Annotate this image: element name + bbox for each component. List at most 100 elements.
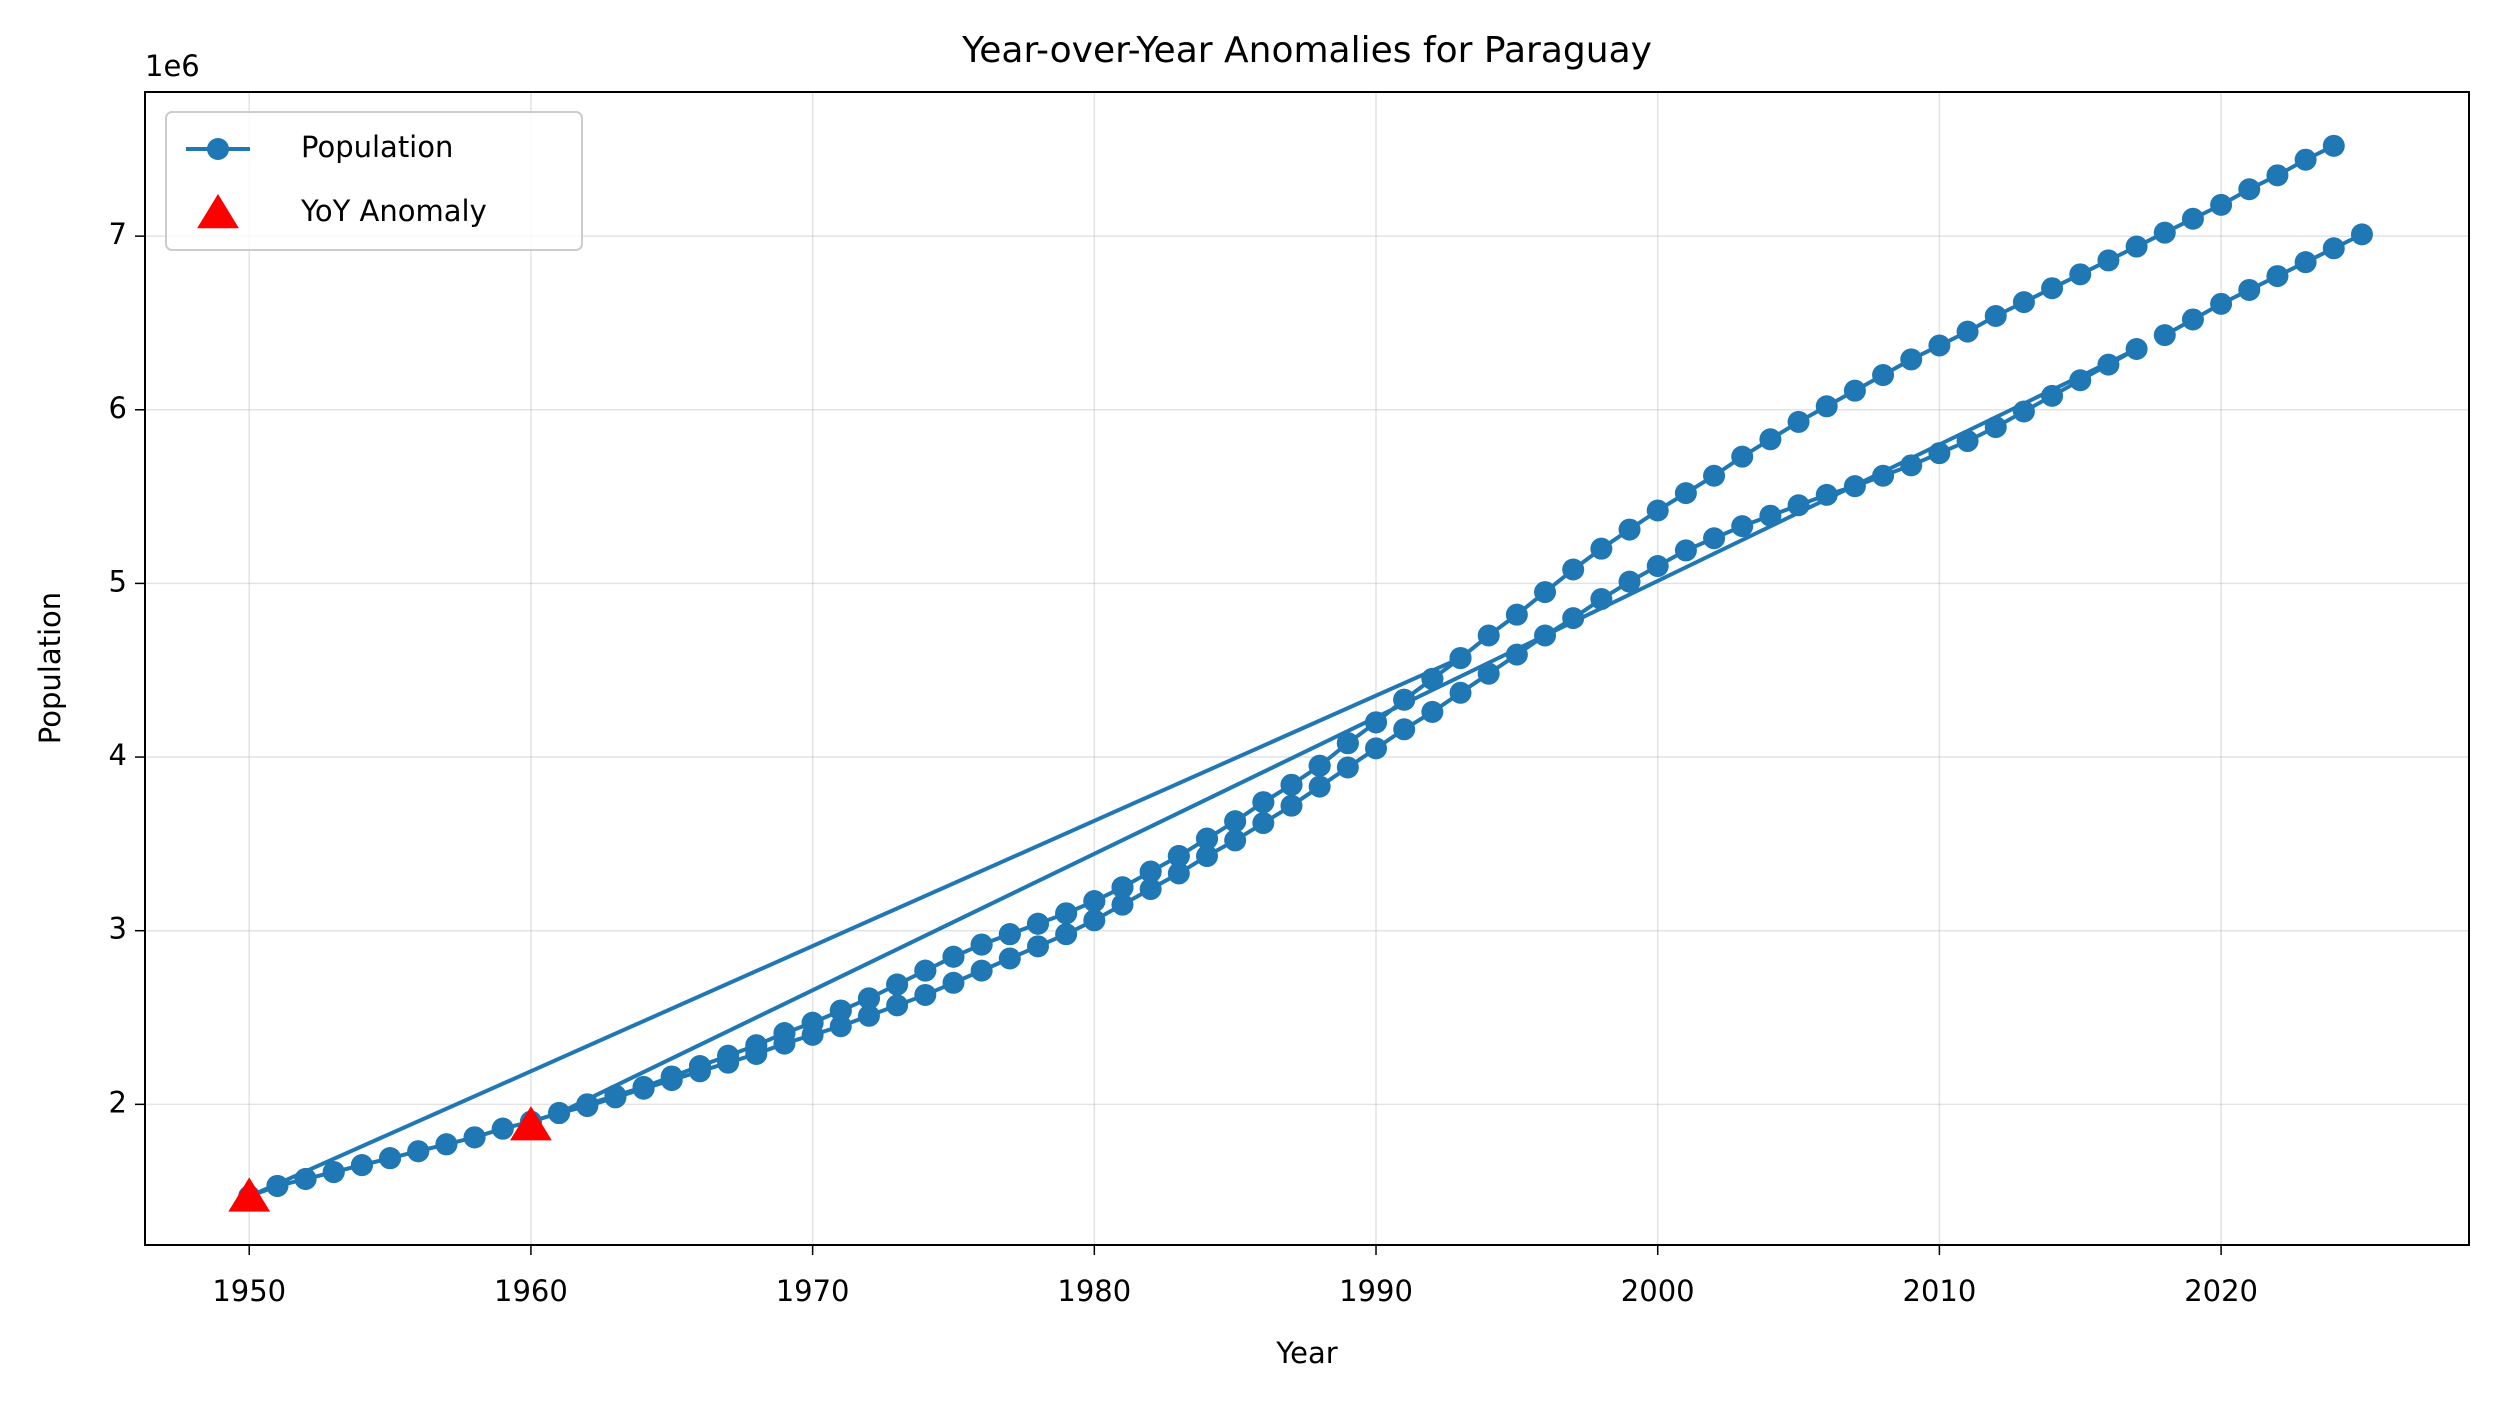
x-tick-label: 1990 xyxy=(1339,1274,1413,1308)
point xyxy=(1505,603,1528,626)
point xyxy=(1308,754,1331,777)
point xyxy=(717,1044,740,1067)
point xyxy=(1815,395,1838,418)
point xyxy=(1393,688,1416,711)
point xyxy=(1026,912,1049,935)
point xyxy=(1365,711,1388,734)
point xyxy=(857,1004,880,1027)
point xyxy=(970,959,993,982)
point xyxy=(1365,737,1388,760)
point xyxy=(435,1133,458,1156)
plot-frame xyxy=(144,91,2470,1246)
x-tick-label: 1960 xyxy=(494,1274,568,1308)
point xyxy=(1111,876,1134,899)
point xyxy=(2294,251,2317,274)
point xyxy=(2153,221,2176,244)
point xyxy=(1167,862,1190,885)
point xyxy=(1026,935,1049,958)
point xyxy=(1703,527,1726,550)
point xyxy=(1618,570,1641,593)
point xyxy=(1195,845,1218,868)
point xyxy=(1252,791,1275,814)
point xyxy=(604,1084,627,1107)
point xyxy=(745,1034,768,1057)
point xyxy=(2322,134,2345,157)
point xyxy=(2322,237,2345,260)
point xyxy=(1900,348,1923,371)
point xyxy=(491,1117,514,1140)
point xyxy=(2125,235,2148,258)
point xyxy=(886,973,909,996)
point xyxy=(801,1011,824,1034)
point xyxy=(1449,681,1472,704)
point xyxy=(1224,810,1247,833)
point xyxy=(998,923,1021,946)
point xyxy=(942,945,965,968)
legend-label: YoY Anomaly xyxy=(300,194,487,228)
point xyxy=(1505,643,1528,666)
point xyxy=(1956,320,1979,343)
point xyxy=(294,1168,317,1191)
chart-title: Year-over-Year Anomalies for Paraguay xyxy=(961,30,1652,71)
point xyxy=(407,1140,430,1163)
point xyxy=(2181,308,2204,331)
point xyxy=(1449,647,1472,670)
point xyxy=(1984,305,2007,328)
point xyxy=(2238,178,2261,201)
point xyxy=(1674,482,1697,505)
point xyxy=(1900,454,1923,477)
legend-marker xyxy=(207,138,229,160)
point xyxy=(322,1161,345,1184)
y-tick-label: 7 xyxy=(109,217,127,251)
point xyxy=(1787,494,1810,517)
point xyxy=(886,994,909,1017)
point xyxy=(1843,475,1866,498)
point xyxy=(2266,164,2289,187)
point xyxy=(1956,430,1979,453)
point xyxy=(829,1015,852,1038)
point xyxy=(1139,878,1162,901)
point xyxy=(1421,700,1444,723)
point xyxy=(1083,890,1106,913)
point xyxy=(660,1065,683,1088)
point xyxy=(2012,291,2035,314)
point xyxy=(1703,464,1726,487)
point xyxy=(1167,845,1190,868)
y-tick-label: 4 xyxy=(109,738,127,772)
point xyxy=(1477,624,1500,647)
point xyxy=(1928,334,1951,357)
point xyxy=(1393,718,1416,741)
point xyxy=(1731,445,1754,468)
point xyxy=(970,933,993,956)
point xyxy=(1477,662,1500,685)
point xyxy=(1815,483,1838,506)
point xyxy=(576,1093,599,1116)
point xyxy=(266,1174,289,1197)
point xyxy=(1646,499,1669,522)
y-offset-label: 1e6 xyxy=(145,49,200,83)
point xyxy=(2350,223,2373,246)
point xyxy=(1928,442,1951,465)
y-tick-label: 2 xyxy=(109,1085,127,1119)
point xyxy=(2069,369,2092,392)
point xyxy=(688,1055,711,1078)
point xyxy=(2238,278,2261,301)
point xyxy=(2069,263,2092,286)
x-tick-label: 1970 xyxy=(776,1274,850,1308)
point xyxy=(1534,581,1557,604)
point xyxy=(379,1147,402,1170)
point xyxy=(1759,504,1782,527)
point xyxy=(1195,827,1218,850)
point xyxy=(773,1022,796,1045)
legend-label: Population xyxy=(301,130,453,164)
population-line xyxy=(248,144,2363,1199)
point xyxy=(914,983,937,1006)
point xyxy=(829,999,852,1022)
x-tick-label: 2020 xyxy=(2184,1274,2258,1308)
anomaly-marker xyxy=(228,1177,271,1212)
point xyxy=(1055,923,1078,946)
x-tick-label: 2000 xyxy=(1621,1274,1695,1308)
point xyxy=(463,1126,486,1149)
point xyxy=(1111,893,1134,916)
